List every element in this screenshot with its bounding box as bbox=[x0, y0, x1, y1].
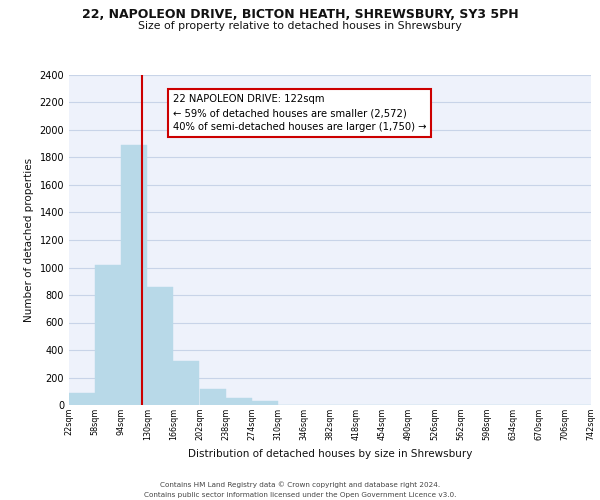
Text: 22, NAPOLEON DRIVE, BICTON HEATH, SHREWSBURY, SY3 5PH: 22, NAPOLEON DRIVE, BICTON HEATH, SHREWS… bbox=[82, 8, 518, 20]
Bar bbox=[252, 401, 278, 405]
Text: 22 NAPOLEON DRIVE: 122sqm
← 59% of detached houses are smaller (2,572)
40% of se: 22 NAPOLEON DRIVE: 122sqm ← 59% of detac… bbox=[173, 94, 426, 132]
X-axis label: Distribution of detached houses by size in Shrewsbury: Distribution of detached houses by size … bbox=[188, 448, 472, 458]
Bar bbox=[148, 286, 173, 405]
Text: Contains HM Land Registry data © Crown copyright and database right 2024.
Contai: Contains HM Land Registry data © Crown c… bbox=[144, 482, 456, 498]
Y-axis label: Number of detached properties: Number of detached properties bbox=[24, 158, 34, 322]
Bar bbox=[226, 398, 252, 405]
Bar bbox=[199, 389, 226, 405]
Bar bbox=[173, 361, 199, 405]
Text: Size of property relative to detached houses in Shrewsbury: Size of property relative to detached ho… bbox=[138, 21, 462, 31]
Bar bbox=[95, 264, 121, 405]
Bar bbox=[69, 392, 95, 405]
Bar bbox=[121, 145, 148, 405]
